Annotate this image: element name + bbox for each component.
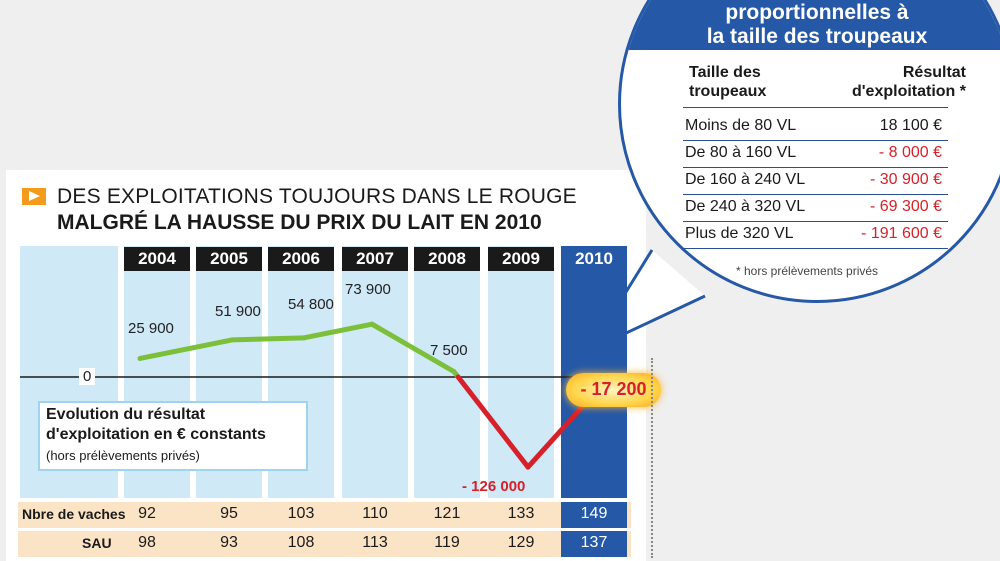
table-cell: 110 — [362, 505, 388, 522]
table-cell: 95 — [220, 505, 238, 522]
bubble-row-size: Plus de 320 VL — [685, 225, 794, 242]
value-label-2009: - 126 000 — [462, 478, 526, 495]
table-row-label: SAU — [82, 535, 112, 551]
bubble-row-size: Moins de 80 VL — [685, 117, 797, 134]
bubble-col2-header-line1: Résultat — [902, 64, 966, 81]
dotted-divider — [651, 358, 653, 558]
zero-label: 0 — [79, 368, 96, 385]
bubble-header — [621, 0, 1000, 50]
table-cell: 137 — [580, 534, 608, 551]
year-label-2004: 2004 — [124, 247, 190, 271]
table-cell: 121 — [433, 505, 461, 522]
column-bg-2010 — [561, 246, 627, 498]
year-label-2006: 2006 — [268, 247, 334, 271]
legend-line1: Evolution du résultat — [46, 406, 206, 423]
year-label-2008: 2008 — [414, 247, 480, 271]
bubble-row-result: - 69 300 € — [869, 198, 942, 215]
bubble-row — [683, 167, 948, 195]
year-label-2007: 2007 — [342, 247, 408, 271]
table-cell: 149 — [580, 505, 608, 522]
bubble-row-result: - 191 600 € — [861, 225, 942, 242]
bubble-col2-header-line2: d'exploitation * — [851, 83, 966, 100]
table-cell-2010-bg — [561, 502, 627, 528]
value-label-2008: 7 500 — [430, 342, 468, 359]
table-cell: 92 — [138, 505, 156, 522]
series-segment-3 — [369, 321, 457, 375]
bubble-row — [683, 140, 948, 168]
table-cell: 113 — [362, 534, 388, 551]
bubble-title-line1: proportionnelles à — [725, 1, 909, 24]
title-arrow-icon — [22, 188, 46, 205]
chart-title-line2: MALGRÉ LA HAUSSE DU PRIX DU LAIT EN 2010 — [57, 211, 542, 234]
legend-line2: d'exploitation en € constants — [46, 426, 266, 443]
bubble-note: * hors prélèvements privés — [736, 264, 879, 278]
chart-legend: Evolution du résultat d'exploitation en … — [38, 401, 308, 471]
table-cell: 119 — [434, 534, 460, 551]
series-segment-1 — [229, 335, 307, 343]
bubble-row-result: - 30 900 € — [869, 171, 942, 188]
series-segment-0 — [137, 337, 235, 361]
year-label-2005: 2005 — [196, 247, 262, 271]
bubble-row-size: De 80 à 160 VL — [685, 144, 797, 161]
bubble-col2-header: Résultat d'exploitation * — [838, 63, 966, 101]
bubble-row — [683, 194, 948, 222]
year-label-2009: 2009 — [488, 247, 554, 271]
series-segment-4b — [455, 374, 531, 470]
table-row — [18, 502, 631, 528]
table-row-label: Nbre de vaches — [22, 506, 126, 522]
table-cell: 93 — [220, 534, 238, 551]
bubble-row-result: 18 100 € — [879, 117, 942, 134]
column-bg — [414, 246, 480, 498]
table-cell: 103 — [287, 505, 315, 522]
value-label-2007: 73 900 — [345, 281, 391, 298]
bubble-row — [683, 113, 948, 141]
table-cell: 98 — [138, 534, 156, 551]
bubble-title-line2: la taille des troupeaux — [706, 25, 928, 48]
table-row — [18, 531, 631, 557]
table-cell: 133 — [507, 505, 535, 522]
table-cell-2010-bg — [561, 531, 627, 557]
bubble-col1-header-line2: troupeaux — [689, 83, 767, 100]
series-segment-2 — [301, 321, 375, 341]
table-cell: 129 — [507, 534, 535, 551]
highlight-2010-value: - 17 200 — [566, 373, 661, 407]
year-label-2010: 2010 — [561, 247, 627, 271]
bubble-row-size: De 240 à 320 VL — [685, 198, 806, 215]
value-label-2006: 54 800 — [288, 296, 334, 313]
value-label-2005: 51 900 — [215, 303, 261, 320]
column-bg — [342, 246, 408, 498]
chart-title-line1: DES EXPLOITATIONS TOUJOURS DANS LE ROUGE — [57, 185, 577, 208]
legend-line3: (hors prélèvements privés) — [46, 448, 200, 463]
bubble-row-result: - 8 000 € — [878, 144, 942, 161]
value-label-2010: - 17 200 — [580, 379, 647, 399]
table-cell: 108 — [287, 534, 315, 551]
bubble-row-size: De 160 à 240 VL — [685, 171, 806, 188]
bubble-header-rule — [683, 107, 948, 108]
bubble-col1-header: Taille des troupeaux — [689, 63, 766, 101]
value-label-2004: 25 900 — [128, 320, 174, 337]
bubble-col1-header-line1: Taille des — [689, 64, 761, 81]
bubble-row — [683, 221, 948, 249]
